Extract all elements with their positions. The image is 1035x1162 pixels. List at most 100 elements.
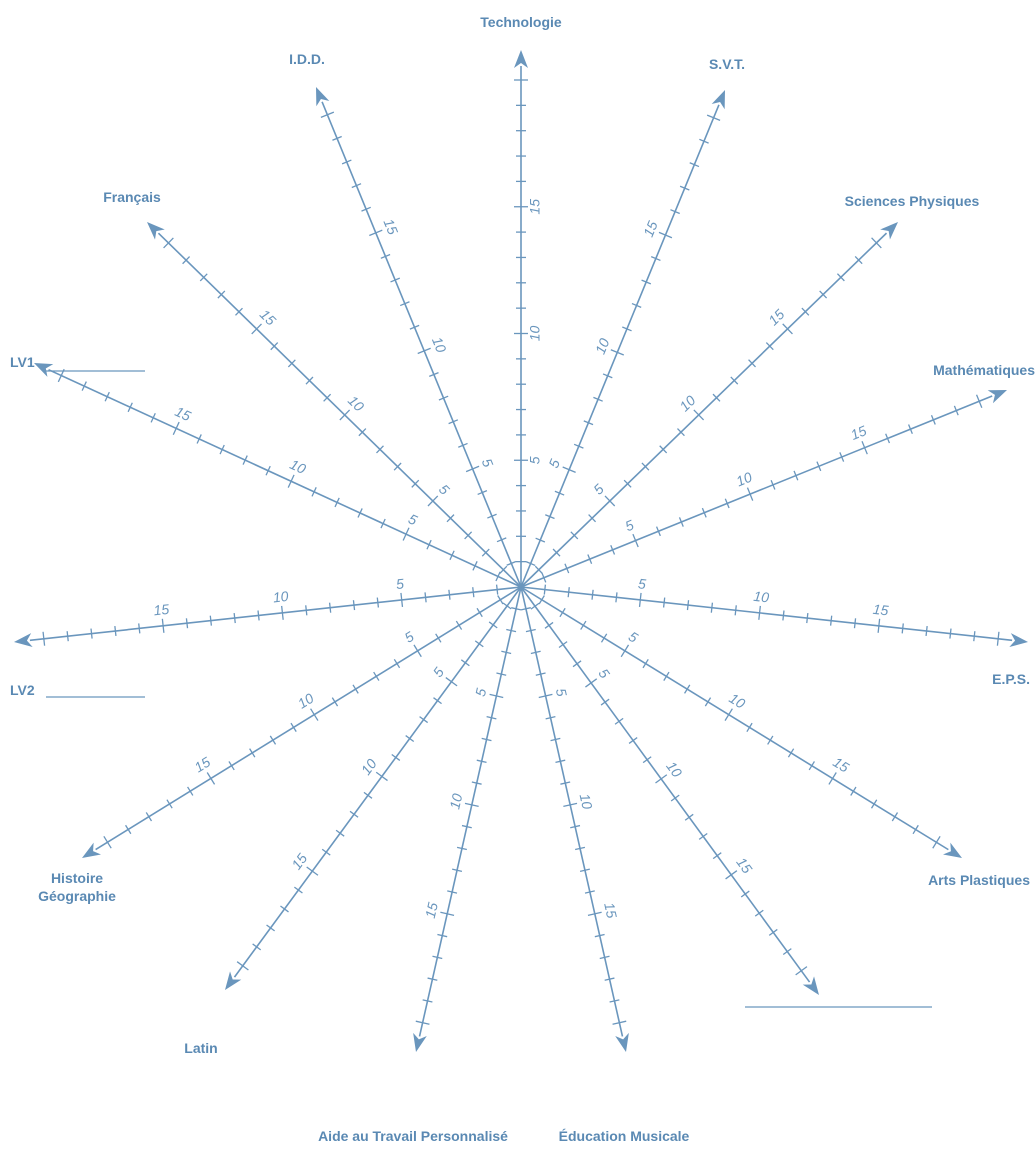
tick-label-5: 5 <box>402 628 417 646</box>
tick-7 <box>663 671 670 681</box>
tick-8 <box>628 737 638 744</box>
tick-8 <box>405 735 415 743</box>
tick-9 <box>331 697 339 707</box>
tick-label-10: 10 <box>288 456 309 477</box>
tick-6 <box>623 479 632 488</box>
tick-label-5: 5 <box>395 575 405 592</box>
tick-6 <box>573 443 584 449</box>
tick-9 <box>428 371 439 377</box>
tick-2 <box>535 537 546 543</box>
tick-6 <box>486 715 497 720</box>
tick-20 <box>996 631 1000 646</box>
tick-19 <box>252 943 262 951</box>
arrow-head <box>225 971 242 990</box>
tick-label-10: 10 <box>577 792 596 811</box>
tick-17 <box>166 799 173 809</box>
tick-17 <box>217 290 226 299</box>
tick-8 <box>593 396 603 402</box>
tick-label-10: 10 <box>272 588 289 606</box>
tick-10 <box>464 802 479 808</box>
tick-2 <box>544 621 554 629</box>
tick-15 <box>861 440 868 455</box>
tick-7 <box>678 517 684 527</box>
tick-9 <box>560 781 571 785</box>
tick-10 <box>758 605 761 620</box>
tick-3 <box>487 513 497 519</box>
tick-4 <box>615 592 618 603</box>
axis-line <box>520 586 1013 642</box>
tick-20 <box>236 961 249 971</box>
axis-lv2: 5 10 15 <box>14 575 522 648</box>
tick-10 <box>610 349 625 356</box>
tick-13 <box>698 832 708 840</box>
tick-4 <box>610 544 616 555</box>
axis-label-arts-plastiques: Arts Plastiques <box>928 872 1030 888</box>
tick-14 <box>808 761 815 771</box>
arrow-head <box>147 222 165 240</box>
tick-14 <box>321 848 331 856</box>
tick-20 <box>975 394 983 409</box>
tick-4 <box>554 490 565 496</box>
axis-line <box>520 104 720 588</box>
tick-label-10: 10 <box>753 588 770 606</box>
tick-15 <box>251 323 262 335</box>
tick-7 <box>583 420 594 426</box>
tick-9 <box>704 697 712 707</box>
tick-4 <box>535 672 546 676</box>
axis-i-d-d: 5 10 15 <box>316 87 522 588</box>
tick-11 <box>622 326 632 332</box>
arrow-head <box>880 222 898 240</box>
tick-10 <box>655 774 668 784</box>
tick-2 <box>476 607 483 618</box>
tick-15 <box>206 772 216 785</box>
axis-mathematiques: 5 10 15 <box>520 390 1007 588</box>
tick-6 <box>433 697 442 705</box>
tick-13 <box>579 868 590 872</box>
axis-label-histoire-geographie: Histoire Géographie <box>38 870 116 904</box>
axis-histoire-geographie: 5 10 15 <box>82 586 522 858</box>
tick-17 <box>351 183 362 189</box>
tick-7 <box>357 508 363 518</box>
tick-19 <box>854 256 863 265</box>
tick-14 <box>185 618 189 629</box>
tick-6 <box>600 698 610 706</box>
tick-label-10: 10 <box>726 690 748 712</box>
tick-18 <box>949 628 952 639</box>
tick-18 <box>689 162 700 168</box>
tick-20 <box>612 1020 627 1025</box>
tick-2 <box>481 548 490 557</box>
axis-line <box>520 586 624 1037</box>
tick-11 <box>265 465 271 476</box>
tick-13 <box>452 868 463 872</box>
tick-8 <box>328 602 332 613</box>
tick-17 <box>907 424 913 435</box>
tick-7 <box>352 600 356 611</box>
axis-line <box>157 232 522 588</box>
tick-17 <box>114 625 117 637</box>
tick-6 <box>655 526 661 537</box>
tick-7 <box>481 737 492 742</box>
axis-line <box>321 101 522 588</box>
tick-15 <box>369 229 383 237</box>
tick-10 <box>375 771 388 782</box>
tick-label-10: 10 <box>429 334 450 355</box>
tick-13 <box>249 748 256 758</box>
tick-1 <box>497 595 504 605</box>
tick-10 <box>746 487 754 501</box>
tick-label-5: 5 <box>472 687 489 698</box>
tick-10 <box>693 409 705 421</box>
axis-label-sciences-physiques: Sciences Physiques <box>845 193 980 209</box>
tick-5 <box>445 677 458 687</box>
tick-6 <box>380 518 386 529</box>
tick-label-5: 5 <box>545 457 563 470</box>
tick-19 <box>782 948 792 956</box>
tick-label-5: 5 <box>430 664 448 680</box>
tick-label-10: 10 <box>592 336 613 357</box>
tick-4 <box>588 514 597 523</box>
tick-20 <box>706 114 721 122</box>
tick-18 <box>266 924 275 932</box>
tick-15 <box>306 866 319 876</box>
axis-latin: 5 10 15 <box>225 586 522 990</box>
tick-8 <box>659 445 668 454</box>
